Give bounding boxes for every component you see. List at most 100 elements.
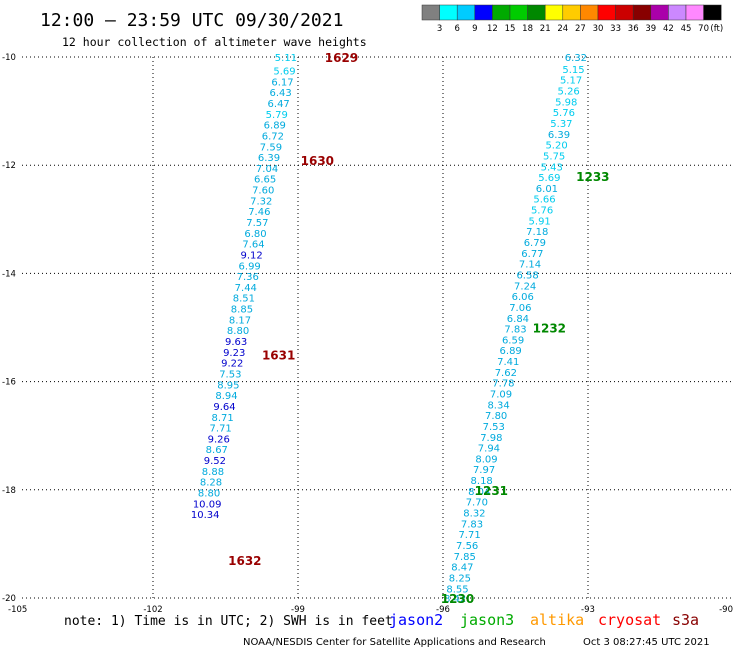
data-point-label: 6.72 xyxy=(262,131,284,142)
data-point-label: 5.98 xyxy=(555,97,577,108)
time-label: 1233 xyxy=(576,170,609,184)
data-point-label: 7.94 xyxy=(478,444,500,455)
legend-item-altika: altika xyxy=(530,611,584,629)
colorbar-tick-label: 18 xyxy=(522,24,533,34)
data-point-label: 5.11 xyxy=(275,53,297,64)
data-point-label: 7.60 xyxy=(252,186,274,197)
colorbar-swatch xyxy=(544,4,564,21)
data-point-label: 6.32 xyxy=(565,53,587,64)
data-point-label: 8.80 xyxy=(227,326,249,337)
time-label: 1230 xyxy=(441,592,474,606)
data-point-label: 8.34 xyxy=(487,400,509,411)
data-point-label: 8.85 xyxy=(231,305,253,316)
data-point-label: 7.24 xyxy=(514,281,536,292)
data-point-label: 6.65 xyxy=(254,175,276,186)
data-point-label: 8.71 xyxy=(211,413,233,424)
data-point-label: 7.64 xyxy=(242,240,264,251)
data-point-label: 7.71 xyxy=(458,530,480,541)
data-point-label: 7.44 xyxy=(235,283,257,294)
chart-title: 12:00 – 23:59 UTC 09/30/2021 xyxy=(40,10,343,31)
colorbar-swatch xyxy=(685,4,704,21)
data-point-label: 8.32 xyxy=(463,509,485,520)
data-point-label: 6.77 xyxy=(521,249,543,260)
data-point-label: 7.98 xyxy=(480,433,502,444)
data-point-label: 8.94 xyxy=(215,391,237,402)
x-tick-label: -102 xyxy=(143,605,162,615)
data-point-label: 7.83 xyxy=(504,325,526,336)
legend-item-cryosat: cryosat xyxy=(598,611,661,629)
data-point-label: 10.09 xyxy=(193,499,222,510)
colorbar-tick-label: 12 xyxy=(487,24,498,34)
data-point-label: 5.75 xyxy=(543,151,565,162)
data-point-label: 6.58 xyxy=(516,270,538,281)
colorbar-swatch xyxy=(509,4,528,21)
colorbar-swatch xyxy=(597,4,616,21)
footer-note: note: 1) Time is in UTC; 2) SWH is in fe… xyxy=(64,614,393,629)
data-point-label: 9.64 xyxy=(213,402,235,413)
colorbar-tick-label: 36 xyxy=(628,24,639,34)
colorbar-tick-label: 42 xyxy=(663,24,674,34)
data-point-label: 6.84 xyxy=(507,314,529,325)
colorbar-swatch xyxy=(632,4,652,21)
data-point-label: 7.78 xyxy=(492,379,514,390)
data-point-label: 8.67 xyxy=(206,445,228,456)
y-tick-label: -14 xyxy=(2,269,16,279)
footer-credit: NOAA/NESDIS Center for Satellite Applica… xyxy=(243,637,546,648)
footer-timestamp: Oct 3 08:27:45 UTC 2021 xyxy=(583,637,710,648)
colorbar-tick-label: 6 xyxy=(454,24,459,34)
data-point-label: 8.55 xyxy=(446,584,468,595)
data-point-label: 8.25 xyxy=(449,573,471,584)
data-point-label: 7.06 xyxy=(509,303,531,314)
colorbar-swatch xyxy=(474,4,493,21)
time-label: 1232 xyxy=(533,322,566,336)
data-point-label: 6.06 xyxy=(512,292,534,303)
data-marks: 5.115.696.176.436.475.796.896.727.596.39… xyxy=(191,51,610,606)
satellite-legend: jason2 jason3 altika cryosat s3a xyxy=(389,611,699,629)
legend-item-s3a: s3a xyxy=(672,611,699,629)
data-point-label: 8.09 xyxy=(475,454,497,465)
colorbar-tick-label: 21 xyxy=(540,24,551,34)
data-point-label: 8.28 xyxy=(200,478,222,489)
data-point-label: 7.80 xyxy=(485,411,507,422)
data-point-label: 7.09 xyxy=(490,390,512,401)
colorbar-tick-label: 39 xyxy=(645,24,656,34)
colorbar-swatch xyxy=(527,4,546,21)
colorbar-unit: (ft) xyxy=(710,24,723,34)
data-point-label: 6.79 xyxy=(524,238,546,249)
data-point-label: 9.22 xyxy=(221,359,243,370)
x-tick-label: -105 xyxy=(8,605,27,615)
time-label: 1631 xyxy=(262,349,295,363)
colorbar-tick-label: 70 xyxy=(698,24,709,34)
data-point-label: 8.88 xyxy=(202,467,224,478)
data-point-label: 7.70 xyxy=(466,498,488,509)
legend-item-jason3: jason3 xyxy=(460,611,514,629)
data-point-label: 7.85 xyxy=(454,552,476,563)
data-point-label: 5.79 xyxy=(266,110,288,121)
colorbar-tick-label: 3 xyxy=(437,24,442,34)
data-point-label: 5.37 xyxy=(550,119,572,130)
data-point-label: 6.47 xyxy=(268,99,290,110)
chart-subtitle: 12 hour collection of altimeter wave hei… xyxy=(62,35,367,49)
x-tick-label: -90 xyxy=(719,605,733,615)
colorbar-swatch xyxy=(492,4,511,21)
y-tick-label: -16 xyxy=(2,378,16,388)
colorbar-swatch xyxy=(615,4,634,21)
colorbar-tick-label: 30 xyxy=(593,24,604,34)
time-label: 1630 xyxy=(301,154,334,168)
data-point-label: 5.43 xyxy=(541,162,563,173)
data-point-label: 5.17 xyxy=(560,76,582,87)
data-point-label: 7.18 xyxy=(526,227,548,238)
data-point-label: 5.66 xyxy=(533,195,555,206)
data-point-label: 8.51 xyxy=(233,294,255,305)
time-label: 1629 xyxy=(325,51,358,65)
data-point-label: 7.57 xyxy=(246,218,268,229)
colorbar-swatch xyxy=(650,4,669,21)
data-point-label: 9.26 xyxy=(208,434,230,445)
data-point-label: 7.71 xyxy=(210,424,232,435)
data-point-label: 5.69 xyxy=(273,67,295,78)
y-tick-label: -18 xyxy=(2,486,16,496)
data-point-label: 6.43 xyxy=(269,88,291,99)
data-point-label: 7.32 xyxy=(250,196,272,207)
data-point-label: 7.59 xyxy=(260,142,282,153)
